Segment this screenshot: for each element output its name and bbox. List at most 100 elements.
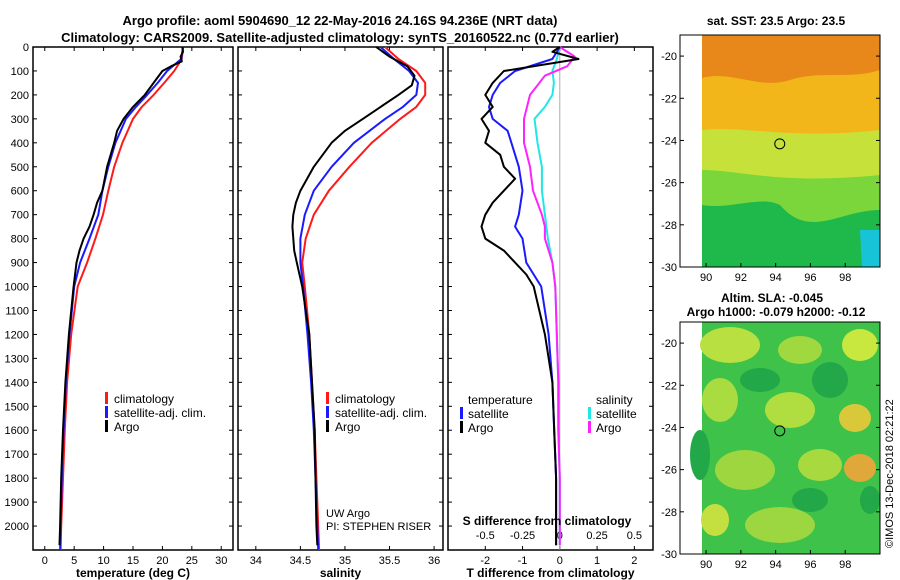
legend-swatch-sal-satellite bbox=[588, 407, 591, 419]
lon-tick-label: 90 bbox=[700, 559, 712, 571]
depth-tick-label: 2000 bbox=[5, 521, 29, 533]
depth-tick-label: 1300 bbox=[5, 353, 29, 365]
lon-tick-label: 98 bbox=[839, 272, 851, 284]
s-diff-tick-label: 0.25 bbox=[586, 530, 607, 542]
lon-tick-label: 98 bbox=[839, 559, 851, 571]
sla-anomaly-blob bbox=[700, 327, 760, 363]
lon-tick-label: 92 bbox=[735, 272, 747, 284]
series-climatology bbox=[301, 46, 427, 551]
credit-uw-argo: UW Argo bbox=[326, 508, 370, 520]
x-tick-label: 1 bbox=[594, 555, 600, 567]
x-tick-label: 20 bbox=[156, 555, 168, 567]
x-tick-label: 10 bbox=[97, 555, 109, 567]
x-tick-label: 35 bbox=[339, 555, 351, 567]
x-tick-label: -1 bbox=[518, 555, 528, 567]
sla-anomaly-blob bbox=[839, 404, 871, 432]
s-diff-tick-label: -0.5 bbox=[476, 530, 495, 542]
lon-tick-label: 90 bbox=[700, 272, 712, 284]
lon-tick-label: 96 bbox=[804, 559, 816, 571]
s-diff-tick-label: 0.5 bbox=[627, 530, 642, 542]
x-tick-label: 2 bbox=[631, 555, 637, 567]
lat-tick-label: -30 bbox=[661, 549, 677, 561]
panel-frame-salinity bbox=[237, 46, 444, 551]
lon-tick-label: 92 bbox=[735, 559, 747, 571]
s-difference-label: S difference from climatology bbox=[463, 514, 632, 528]
depth-tick-label: 1800 bbox=[5, 473, 29, 485]
depth-tick-label: 600 bbox=[11, 186, 29, 198]
sla-low-blob bbox=[860, 486, 880, 514]
header-line1: Argo profile: aoml 5904690_12 22-May-201… bbox=[123, 13, 558, 28]
sla-low-blob bbox=[690, 430, 710, 480]
legend-sal-satellite: satellite bbox=[596, 407, 637, 421]
difference-legend: temperature salinity satellite Argo sate… bbox=[460, 393, 637, 528]
header-line2: Climatology: CARS2009. Satellite-adjuste… bbox=[61, 30, 619, 45]
sst-map: -20 -22 -24 -26 -28 -30 90 92 94 96 98 bbox=[661, 34, 881, 284]
map-frame-sst bbox=[679, 34, 881, 268]
sla-anomaly-blob bbox=[702, 378, 738, 422]
legend-swatch-satellite bbox=[326, 406, 329, 418]
depth-tick-label: 1100 bbox=[5, 305, 29, 317]
sla-anomaly-blob bbox=[745, 507, 815, 543]
sst-dark-orange-band bbox=[702, 35, 880, 83]
sla-anomaly-blob bbox=[715, 450, 775, 490]
legend-swatch-temp-satellite bbox=[460, 407, 463, 419]
legend-temp-argo: Argo bbox=[468, 421, 494, 435]
depth-tick-label: 900 bbox=[11, 258, 29, 270]
legend-sal-argo: Argo bbox=[596, 421, 622, 435]
depth-tick-label: 800 bbox=[11, 234, 29, 246]
sla-low-blob bbox=[740, 368, 780, 392]
sla-anomaly-blob bbox=[701, 504, 729, 536]
legend-label-climatology: climatology bbox=[114, 392, 174, 406]
sst-cyan-patch bbox=[860, 230, 880, 267]
legend-label-climatology: climatology bbox=[335, 392, 395, 406]
x-tick-label: 15 bbox=[127, 555, 139, 567]
x-axis-label-salinity: salinity bbox=[320, 566, 362, 580]
lat-tick-label: -24 bbox=[661, 135, 677, 147]
imos-footer: ©IMOS 13-Dec-2018 02:21:22 bbox=[884, 399, 896, 548]
temperature-legend: climatology satellite-adj. clim. Argo bbox=[105, 392, 206, 434]
sla-anomaly-blob bbox=[778, 336, 822, 364]
depth-tick-label: 1400 bbox=[5, 377, 29, 389]
lon-tick-label: 94 bbox=[770, 559, 782, 571]
legend-swatch-temp-argo bbox=[460, 421, 463, 433]
s-diff-tick-label: -0.25 bbox=[510, 530, 535, 542]
legend-temp-satellite: satellite bbox=[468, 407, 509, 421]
depth-tick-label: 1700 bbox=[5, 449, 29, 461]
sla-map: -20 -22 -24 -26 -28 -30 90 92 94 96 98 bbox=[661, 321, 881, 571]
depth-tick-label: 200 bbox=[11, 90, 29, 102]
sst-light-green-band bbox=[702, 170, 880, 222]
x-axis-label-temperature: temperature (deg C) bbox=[76, 566, 190, 580]
float-position-marker bbox=[774, 425, 786, 437]
panel-frame-difference bbox=[447, 46, 654, 551]
x-tick-label: 34 bbox=[250, 555, 262, 567]
depth-tick-label: 700 bbox=[11, 210, 29, 222]
x-tick-label: 5 bbox=[71, 555, 77, 567]
x-tick-label: 30 bbox=[215, 555, 227, 567]
sla-map-title2: Argo h1000: -0.079 h2000: -0.12 bbox=[687, 305, 866, 319]
legend-swatch-argo bbox=[326, 420, 329, 432]
legend-label-satellite: satellite-adj. clim. bbox=[114, 406, 206, 420]
legend-label-argo: Argo bbox=[335, 420, 361, 434]
x-tick-label: 0 bbox=[557, 555, 563, 567]
x-tick-label: -2 bbox=[480, 555, 490, 567]
legend-temperature-title: temperature bbox=[468, 393, 533, 407]
lat-tick-label: -30 bbox=[661, 262, 677, 274]
lat-tick-label: -26 bbox=[661, 178, 677, 190]
lat-tick-label: -20 bbox=[661, 51, 677, 63]
depth-tick-label: 1200 bbox=[5, 329, 29, 341]
salinity-legend: climatology satellite-adj. clim. Argo UW… bbox=[326, 392, 431, 533]
sst-map-title: sat. SST: 23.5 Argo: 23.5 bbox=[707, 14, 846, 28]
legend-swatch-climatology bbox=[105, 392, 108, 404]
depth-tick-label: 1000 bbox=[5, 282, 29, 294]
legend-label-satellite: satellite-adj. clim. bbox=[335, 406, 427, 420]
depth-tick-label: 400 bbox=[11, 138, 29, 150]
x-tick-label: 34.5 bbox=[290, 555, 311, 567]
lat-tick-label: -26 bbox=[661, 465, 677, 477]
lat-tick-label: -28 bbox=[661, 507, 677, 519]
series-climatology bbox=[59, 46, 184, 551]
series-argo bbox=[58, 46, 184, 546]
x-tick-label: 0 bbox=[42, 555, 48, 567]
sla-anomaly-blob bbox=[765, 392, 815, 428]
legend-salinity-title: salinity bbox=[596, 393, 633, 407]
x-axis-label-difference: T difference from climatology bbox=[466, 566, 634, 580]
